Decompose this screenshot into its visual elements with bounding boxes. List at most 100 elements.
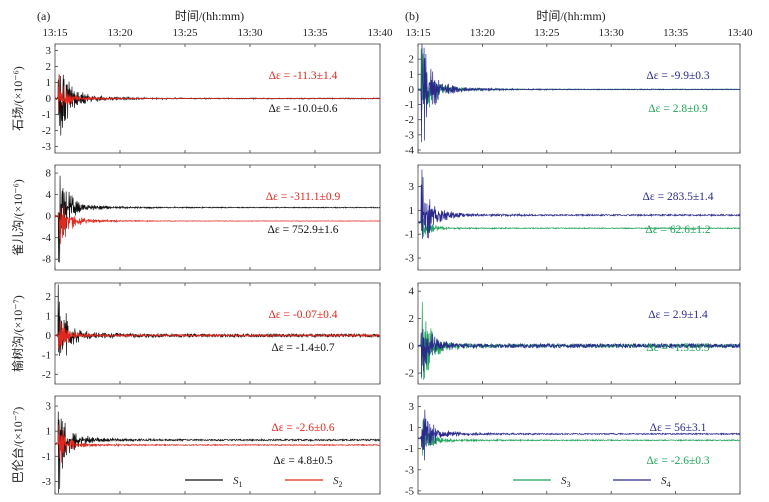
- legend-label: S2: [333, 475, 343, 489]
- trace-s1: [55, 411, 380, 494]
- y-tick-label: 3: [409, 401, 415, 413]
- plot-frame: [417, 43, 741, 154]
- x-tick-label: 13:30: [237, 27, 263, 39]
- y-tick-label: 0: [46, 330, 52, 342]
- delta-annotation: Δε = 4.8±0.5: [273, 455, 333, 467]
- trace-s1: [55, 175, 380, 263]
- x-tick-label: 13:35: [302, 27, 328, 39]
- subplot-row-4: 3 1 -1 -3 巴伦台/(×10⁻⁷) Δε = -2.6±0.6 Δε = 4.8±0…: [10, 395, 381, 495]
- y-tick-label: 3: [409, 181, 415, 193]
- y-tick-label: 4: [409, 286, 415, 298]
- subplot-row-1: 2 1 0 -1 -2 -3 -4 Δε = -9.9±0.3 Δε = 2.8±0.9: [405, 43, 741, 156]
- y-tick-label: -1: [42, 109, 51, 121]
- y-tick-label: 1: [409, 205, 415, 217]
- delta-annotation: Δε = -11.3±1.4: [269, 70, 338, 82]
- subplot-row-3: 2 1 0 -1 -2 榆树沟/(×10⁻⁷) Δε = -0.07±0.4 Δε = -1.…: [10, 282, 381, 385]
- panel-a: (a) 时间/(hh:mm)13:15 13:20 13:25 13:30 13:35 13…: [10, 9, 393, 495]
- x-tick-label: 13:25: [172, 27, 198, 39]
- y-tick-label: 1: [409, 422, 415, 434]
- y-tick-label: 1: [46, 426, 52, 438]
- y-tick-label: -1: [405, 229, 414, 241]
- panel-label: (a): [37, 9, 50, 23]
- y-tick-label: -3: [405, 129, 415, 141]
- y-tick-label: -2: [42, 125, 51, 137]
- legend-subscript: 1: [239, 480, 243, 489]
- legend-series: S: [561, 475, 567, 487]
- trace-s2: [55, 205, 380, 244]
- y-tick-label: -8: [42, 254, 52, 266]
- x-axis-title: 时间/(hh:mm): [175, 9, 244, 23]
- x-axis-title: 时间/(hh:mm): [536, 9, 605, 23]
- y-tick-label: -2: [42, 369, 51, 381]
- x-tick-label: 13:20: [107, 27, 133, 39]
- y-tick-label: 2: [46, 291, 52, 303]
- y-tick-label: -3: [405, 253, 415, 265]
- y-tick-label: -3: [405, 464, 415, 476]
- delta-annotation: Δε = -0.07±0.4: [268, 309, 337, 321]
- trace-s3: [418, 213, 740, 238]
- y-tick-label: 0: [46, 211, 52, 223]
- x-tick-label: 13:35: [663, 27, 689, 39]
- y-tick-label: 1: [409, 69, 415, 81]
- y-tick-label: 3: [46, 45, 52, 57]
- legend-series: S: [661, 475, 667, 487]
- panel-b: (b) 时间/(hh:mm)13:15 13:20 13:25 13:30 13:35 13…: [405, 9, 753, 497]
- y-tick-label: 2: [46, 61, 52, 73]
- legend-subscript: 2: [339, 480, 343, 489]
- subplot-row-3: 4 2 0 -2 Δε = 2.9±1.4 Δε = -1.5±0.5: [405, 282, 741, 385]
- x-tick-label: 13:15: [405, 27, 431, 39]
- legend-label: S3: [561, 475, 571, 489]
- trace-s4: [418, 169, 740, 240]
- legend-subscript: 3: [567, 480, 571, 489]
- trace-s2: [55, 74, 380, 113]
- legend-series: S: [233, 475, 239, 487]
- y-tick-label: 1: [46, 77, 52, 89]
- subplot-row-2: 8 4 0 -4 -8 雀儿沟/(×10⁻⁶) Δε = -311.1±0.9 Δε = 75…: [11, 164, 381, 271]
- legend-subscript: 4: [667, 480, 671, 489]
- y-tick-label: 0: [409, 84, 415, 96]
- y-tick-label: -1: [405, 99, 414, 111]
- delta-annotation: Δε = -10.0±0.6: [268, 103, 337, 115]
- y-tick-label: 0: [46, 93, 52, 105]
- delta-annotation: Δε = -1.5±0.5: [646, 342, 710, 354]
- x-tick-label: 13:40: [727, 27, 753, 39]
- y-axis-label: 榆树沟/(×10⁻⁷): [10, 295, 25, 372]
- delta-annotation: Δε = 56±3.1: [650, 422, 707, 434]
- legend-label: S4: [661, 475, 671, 489]
- x-tick-label: 13:40: [367, 27, 393, 39]
- y-axis-label: 雀儿沟/(×10⁻⁶): [11, 179, 25, 256]
- subplot-row-2: 3 1 -1 -3 Δε = 283.5±1.4 Δε = 62.6±1.2: [405, 164, 741, 271]
- x-tick-label: 13:30: [599, 27, 625, 39]
- y-axis-label: 石场/(×10⁻⁶): [11, 66, 25, 131]
- y-tick-label: -2: [405, 114, 414, 126]
- x-tick-label: 13:25: [534, 27, 560, 39]
- y-tick-label: 2: [409, 54, 415, 66]
- y-tick-label: 0: [409, 340, 415, 352]
- y-tick-label: -1: [405, 443, 414, 455]
- y-axis-label: 巴伦台/(×10⁻⁷): [10, 407, 25, 484]
- y-tick-label: -4: [405, 144, 415, 156]
- trace-s2: [55, 321, 380, 350]
- trace-s3: [418, 420, 740, 456]
- plot-frame: [417, 395, 741, 495]
- delta-annotation: Δε = 752.9±1.6: [267, 224, 338, 236]
- y-tick-label: -3: [42, 141, 52, 153]
- plot-frame: [54, 282, 381, 385]
- delta-annotation: Δε = -311.1±0.9: [266, 191, 341, 203]
- trace-s4: [418, 409, 740, 461]
- legend-label: S1: [233, 475, 243, 489]
- delta-annotation: Δε = -1.4±0.7: [271, 342, 335, 354]
- x-tick-label: 13:20: [470, 27, 496, 39]
- y-tick-label: -3: [42, 476, 52, 488]
- delta-annotation: Δε = -2.6±0.3: [646, 455, 710, 467]
- y-tick-label: -2: [405, 368, 414, 380]
- delta-annotation: Δε = 283.5±1.4: [642, 191, 713, 203]
- subplot-row-1: 3 2 1 0 -1 -2 -3 石场/(×10⁻⁶) Δε = -11.3±1.4 Δε = -…: [11, 43, 381, 154]
- y-tick-label: 8: [46, 168, 52, 180]
- trace-s2: [55, 424, 380, 463]
- y-tick-label: 4: [46, 189, 52, 201]
- y-tick-label: -4: [42, 232, 52, 244]
- delta-annotation: Δε = 2.8±0.9: [648, 103, 708, 115]
- y-tick-label: 2: [409, 313, 415, 325]
